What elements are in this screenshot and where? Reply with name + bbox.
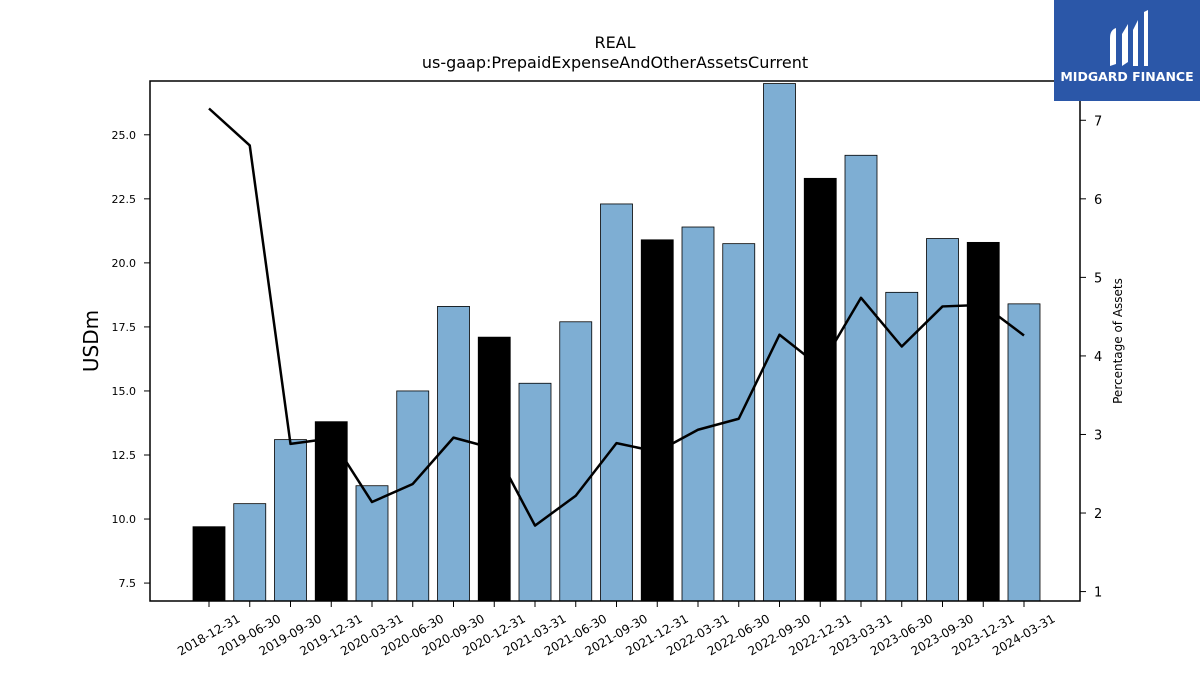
y-tick-label: 10.0 xyxy=(112,513,137,526)
bar-2024-03-31 xyxy=(1007,303,1041,602)
bar-2019-06-30 xyxy=(233,503,267,602)
bar-2023-09-30 xyxy=(926,238,959,602)
line-layer xyxy=(208,107,1025,527)
bar-2022-03-31 xyxy=(681,226,715,602)
plot-frame xyxy=(149,80,1081,602)
chart-subtitle: us-gaap:PrepaidExpenseAndOtherAssetsCurr… xyxy=(422,53,808,72)
bar-2020-03-31 xyxy=(355,485,389,602)
bar-2023-06-30 xyxy=(885,291,919,602)
bar-2020-06-30 xyxy=(396,390,430,602)
y-tick-label: 7.5 xyxy=(119,577,137,590)
bar-2021-03-31 xyxy=(518,382,552,602)
midgard-finance-logo: MIDGARD FINANCE xyxy=(1054,0,1200,101)
y-tick-label: 15.0 xyxy=(112,385,137,398)
bar-group xyxy=(192,83,1041,602)
percentage-line xyxy=(208,107,1025,527)
midgard-logo-icon xyxy=(1110,10,1148,66)
bar-2023-12-31 xyxy=(966,241,1000,602)
bar-2022-12-31 xyxy=(803,177,837,602)
y-tick-label: 25.0 xyxy=(112,129,137,142)
y2-tick-label: 1 xyxy=(1094,586,1102,601)
y2-tick-label: 6 xyxy=(1094,193,1102,208)
y2-tick-label: 4 xyxy=(1094,350,1102,365)
y2-tick-label: 2 xyxy=(1094,507,1102,522)
y2-tick-label: 7 xyxy=(1094,114,1102,129)
bar-2020-09-30 xyxy=(437,306,470,602)
y-tick-label: 17.5 xyxy=(112,321,137,334)
y-axis-label: USDm xyxy=(79,310,103,372)
y-tick-label: 22.5 xyxy=(112,193,137,206)
y2-axis-label: Percentage of Assets xyxy=(1111,278,1125,404)
y-tick-label: 20.0 xyxy=(112,257,137,270)
bar-2019-12-31 xyxy=(314,421,348,602)
y2-tick-label: 3 xyxy=(1094,428,1102,443)
bar-2021-12-31 xyxy=(640,239,674,602)
bar-2018-12-31 xyxy=(192,526,226,602)
y2-tick-label: 5 xyxy=(1094,271,1102,286)
y-tick-label: 12.5 xyxy=(112,449,137,462)
bar-2021-09-30 xyxy=(600,203,633,602)
bar-2021-06-30 xyxy=(559,321,593,602)
bar-2019-09-30 xyxy=(274,439,307,602)
logo-text: MIDGARD FINANCE xyxy=(1060,69,1194,84)
chart-title: REAL xyxy=(594,33,635,52)
bar-2023-03-31 xyxy=(844,154,878,602)
